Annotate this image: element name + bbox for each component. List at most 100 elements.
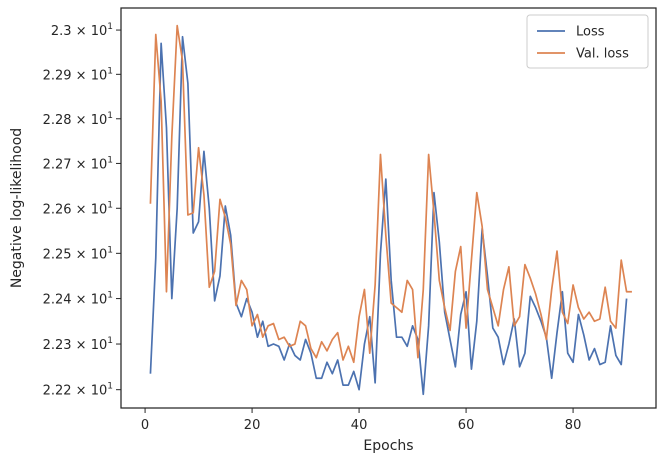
data-point bbox=[609, 320, 612, 323]
data-point bbox=[352, 361, 355, 364]
data-point bbox=[186, 82, 189, 85]
data-point bbox=[465, 327, 468, 330]
data-point bbox=[454, 270, 457, 273]
data-point bbox=[149, 372, 152, 375]
data-point bbox=[438, 279, 441, 282]
data-point bbox=[582, 318, 585, 321]
data-point bbox=[160, 99, 163, 102]
data-point bbox=[475, 320, 478, 323]
data-point bbox=[550, 377, 553, 380]
data-point bbox=[202, 193, 205, 196]
data-point bbox=[347, 345, 350, 348]
data-point bbox=[336, 331, 339, 334]
data-point bbox=[218, 198, 221, 201]
data-point bbox=[336, 358, 339, 361]
data-point bbox=[197, 146, 200, 149]
data-point bbox=[283, 336, 286, 339]
data-point bbox=[630, 290, 633, 293]
data-point bbox=[149, 202, 152, 205]
y-axis-ticks: 2.22 × 101 2.23 × 101 2.24 × 101 2.25 × 101… bbox=[43, 22, 121, 399]
series-layer bbox=[149, 24, 633, 396]
y-tick-label: 2.22 × 101 bbox=[43, 382, 113, 399]
y-tick-label: 2.28 × 101 bbox=[43, 111, 113, 128]
data-point bbox=[320, 377, 323, 380]
data-point bbox=[513, 324, 516, 327]
data-point bbox=[374, 283, 377, 286]
data-point bbox=[593, 347, 596, 350]
data-point bbox=[609, 324, 612, 327]
data-point bbox=[620, 259, 623, 262]
data-point bbox=[256, 336, 259, 339]
data-point bbox=[614, 327, 617, 330]
data-point bbox=[293, 343, 296, 346]
data-point bbox=[256, 313, 259, 316]
data-point bbox=[293, 354, 296, 357]
data-point bbox=[625, 290, 628, 293]
data-point bbox=[186, 214, 189, 217]
data-point bbox=[363, 343, 366, 346]
data-point bbox=[315, 377, 318, 380]
data-point bbox=[395, 336, 398, 339]
data-point bbox=[299, 358, 302, 361]
data-point bbox=[240, 315, 243, 318]
data-point bbox=[165, 126, 168, 129]
data-point bbox=[465, 290, 468, 293]
data-point bbox=[502, 288, 505, 291]
x-tick-label: 60 bbox=[458, 418, 475, 433]
data-point bbox=[304, 324, 307, 327]
x-tick-label: 0 bbox=[141, 418, 149, 433]
y-tick-label: 2.26 × 101 bbox=[43, 200, 113, 217]
data-point bbox=[427, 324, 430, 327]
data-point bbox=[518, 315, 521, 318]
series-line-loss bbox=[149, 35, 628, 396]
data-point bbox=[347, 384, 350, 387]
data-point bbox=[192, 211, 195, 214]
data-point bbox=[422, 288, 425, 291]
data-point bbox=[154, 256, 157, 259]
x-tick-label: 80 bbox=[565, 418, 582, 433]
data-point bbox=[539, 313, 542, 316]
data-point bbox=[160, 42, 163, 45]
data-point bbox=[507, 343, 510, 346]
data-point bbox=[181, 35, 184, 38]
data-point bbox=[598, 318, 601, 321]
legend-box bbox=[526, 14, 649, 69]
data-point bbox=[363, 288, 366, 291]
y-tick-label: 2.23 × 101 bbox=[43, 336, 113, 353]
data-point bbox=[229, 243, 232, 246]
data-point bbox=[283, 358, 286, 361]
data-point bbox=[390, 302, 393, 305]
data-point bbox=[395, 306, 398, 309]
y-tick-label: 2.3 × 101 bbox=[51, 22, 113, 39]
data-point bbox=[550, 288, 553, 291]
data-point bbox=[614, 354, 617, 357]
data-point bbox=[331, 338, 334, 341]
data-point bbox=[523, 263, 526, 266]
data-point bbox=[267, 345, 270, 348]
x-axis-ticks: 0 20 40 60 80 bbox=[141, 408, 581, 433]
data-point bbox=[459, 245, 462, 248]
data-point bbox=[449, 338, 452, 341]
data-point bbox=[470, 368, 473, 371]
data-point bbox=[245, 288, 248, 291]
data-point bbox=[261, 320, 264, 323]
data-point bbox=[154, 33, 157, 36]
data-point bbox=[165, 290, 168, 293]
data-point bbox=[342, 358, 345, 361]
data-point bbox=[529, 277, 532, 280]
data-point bbox=[481, 225, 484, 228]
data-point bbox=[379, 153, 382, 156]
data-point bbox=[427, 153, 430, 156]
data-point bbox=[518, 365, 521, 368]
data-point bbox=[176, 207, 179, 210]
data-point bbox=[352, 370, 355, 373]
data-point bbox=[438, 241, 441, 244]
data-point bbox=[170, 297, 173, 300]
data-point bbox=[261, 336, 264, 339]
legend-label-loss: Loss bbox=[576, 25, 605, 40]
data-point bbox=[272, 322, 275, 325]
data-point bbox=[598, 363, 601, 366]
data-point bbox=[491, 306, 494, 309]
